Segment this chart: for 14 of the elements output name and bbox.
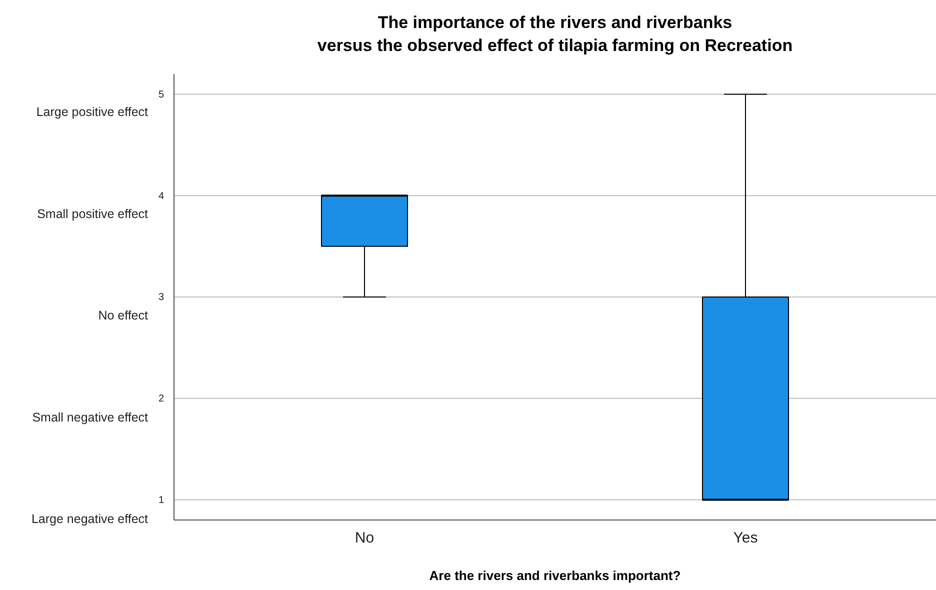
y-tick-label: 4 [158, 190, 164, 202]
x-tick-label: No [354, 530, 374, 547]
y-tick-label: 3 [158, 292, 164, 304]
y-tick-label: 2 [158, 394, 164, 405]
x-tick-label: Yes [733, 530, 758, 547]
y-tick-label: 1 [158, 494, 164, 506]
chart-title: The importance of the rivers and riverbanks versus the observed effect of tilapia farming on Recreation [317, 13, 793, 55]
text: Small negative effect [32, 410, 149, 424]
text: No effect [98, 308, 149, 322]
text: Large negative effect [31, 512, 149, 526]
text: Large positive effect [36, 105, 149, 119]
x-axis-title: Are the rivers and riverbanks important? [429, 568, 681, 583]
y-tick-label: 5 [158, 89, 164, 100]
text: Small positive effect [37, 206, 149, 221]
